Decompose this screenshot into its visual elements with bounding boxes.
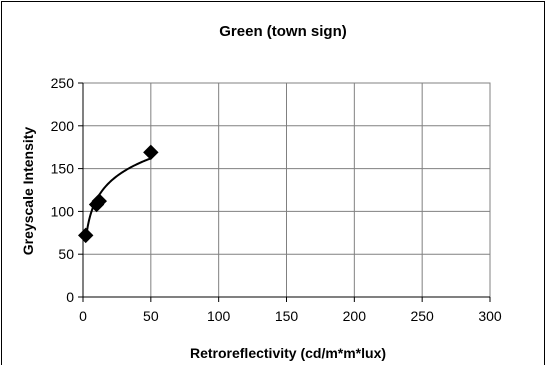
data-point-diamond — [91, 193, 107, 209]
x-tick-label: 0 — [79, 308, 87, 324]
x-axis-label: Retroreflectivity (cd/m*m*lux) — [190, 345, 386, 361]
x-tick-label: 300 — [478, 308, 502, 324]
data-point-diamond — [143, 144, 159, 161]
x-tick-label: 50 — [143, 308, 159, 324]
x-tick-label: 150 — [275, 308, 299, 324]
data-point-diamond — [78, 227, 94, 244]
y-tick-label: 0 — [66, 289, 74, 305]
y-axis-label: Greyscale Intensity — [20, 127, 36, 256]
chart-title: Green (town sign) — [219, 23, 347, 40]
x-tick-label: 250 — [410, 308, 434, 324]
x-tick-label: 200 — [343, 308, 367, 324]
y-tick-labels: 0 50 100 150 200 250 — [51, 75, 75, 305]
y-tick-label: 250 — [51, 75, 75, 91]
y-tick-label: 50 — [58, 246, 74, 262]
grid-lines — [83, 82, 491, 297]
y-tick-label: 150 — [51, 161, 75, 177]
data-points — [78, 144, 159, 244]
x-tick-label: 100 — [207, 308, 231, 324]
y-tick-label: 100 — [51, 203, 75, 219]
axes — [78, 82, 491, 302]
x-tick-labels: 0 50 100 150 200 250 300 — [79, 308, 502, 324]
y-tick-label: 200 — [51, 118, 75, 134]
